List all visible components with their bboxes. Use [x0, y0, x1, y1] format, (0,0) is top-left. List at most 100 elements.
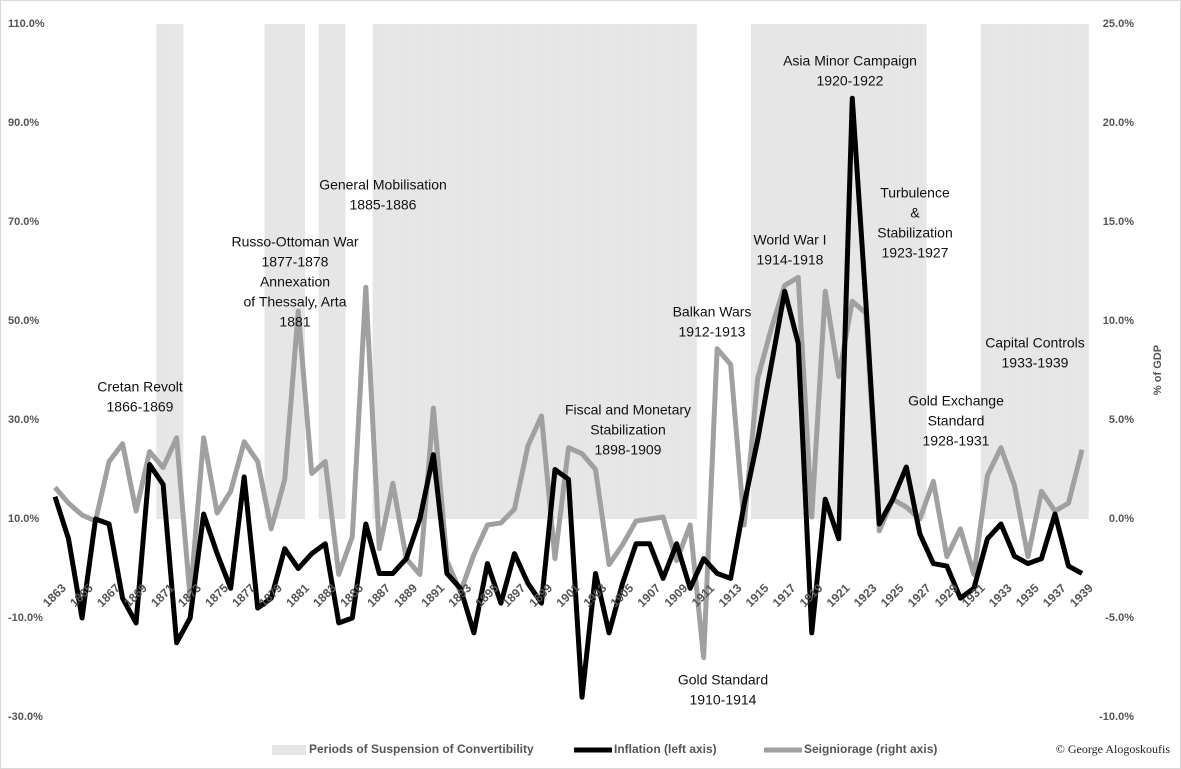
- y-tick-label: 30.0%: [8, 414, 39, 426]
- x-tick-label: 1927: [905, 581, 934, 610]
- annotation: 1923-1927: [882, 245, 949, 261]
- x-tick-label: 1937: [1040, 581, 1069, 610]
- suspension-bar: [886, 24, 900, 519]
- annotation: Russo-Ottoman War: [231, 234, 358, 250]
- x-tick-label: 1891: [418, 581, 447, 610]
- x-tick-label: 1907: [635, 581, 664, 610]
- annotation: 1933-1939: [1002, 355, 1069, 371]
- suspension-bar: [913, 24, 927, 519]
- y-tick-label: 50.0%: [8, 315, 39, 327]
- suspension-bar: [440, 24, 454, 519]
- y-tick-label: 70.0%: [8, 216, 39, 228]
- suspension-bar: [453, 24, 468, 519]
- suspension-bar: [764, 24, 778, 519]
- annotation: 1910-1914: [690, 692, 757, 708]
- annotation: 1914-1918: [757, 252, 824, 268]
- x-tick-label: 1917: [770, 581, 799, 610]
- suspension-bar: [602, 24, 616, 519]
- suspension-bar: [1021, 24, 1035, 519]
- suspension-bar: [494, 24, 508, 519]
- suspension-bar: [561, 24, 576, 519]
- annotation: 1885-1886: [350, 197, 417, 213]
- annotation: General Mobilisation: [319, 177, 447, 193]
- suspension-bar: [899, 24, 914, 519]
- suspension-bar: [399, 24, 414, 519]
- x-tick-label: 1881: [283, 581, 312, 610]
- suspension-bar: [332, 24, 346, 519]
- suspension-bar: [521, 24, 535, 519]
- suspension-bar: [426, 24, 441, 519]
- y-tick-label: -10.0%: [8, 612, 43, 624]
- suspension-bar: [1034, 24, 1049, 519]
- suspension-bar: [980, 24, 995, 519]
- annotation: Asia Minor Campaign: [783, 53, 917, 69]
- y2-tick-label: 25.0%: [1103, 18, 1134, 30]
- y2-tick-label: 20.0%: [1103, 117, 1134, 129]
- suspension-bar: [804, 24, 819, 519]
- suspension-bar: [683, 24, 697, 519]
- annotation: Balkan Wars: [673, 304, 752, 320]
- legend-label: Seigniorage (right axis): [804, 742, 937, 756]
- suspension-bar: [480, 24, 495, 519]
- annotation: 1866-1869: [107, 399, 174, 415]
- x-tick-label: 1931: [959, 581, 988, 610]
- suspension-bar: [534, 24, 549, 519]
- annotation: Cretan Revolt: [97, 379, 183, 395]
- suspension-bar: [1061, 24, 1076, 519]
- suspension-bar: [318, 24, 333, 519]
- suspension-bar: [656, 24, 670, 519]
- x-tick-label: 1879: [256, 581, 285, 610]
- suspension-bar: [372, 24, 387, 519]
- y2-axis-label: % of GDP: [1152, 345, 1164, 395]
- annotation: Gold Exchange: [908, 393, 1004, 409]
- annotation: 1898-1909: [595, 442, 662, 458]
- suspension-bar: [1007, 24, 1022, 519]
- y2-tick-label: 5.0%: [1109, 414, 1134, 426]
- suspension-bar: [872, 24, 887, 519]
- suspension-bar: [386, 24, 400, 519]
- y2-tick-label: -10.0%: [1099, 711, 1134, 723]
- annotation: Stabilization: [590, 422, 666, 438]
- suspension-bar: [277, 24, 292, 519]
- suspension-bar: [629, 24, 643, 519]
- x-tick-label: 1863: [40, 581, 69, 610]
- note: © George Alogoskoufis: [1056, 742, 1171, 756]
- series-line: [52, 95, 1084, 700]
- annotation: Gold Standard: [678, 672, 768, 688]
- annotation: 1877-1878: [262, 254, 329, 270]
- y-tick-label: -30.0%: [8, 711, 43, 723]
- y-tick-label: 10.0%: [8, 513, 39, 525]
- suspension-bar: [156, 24, 170, 519]
- y-tick-label: 110.0%: [8, 18, 45, 30]
- annotation: Turbulence: [880, 185, 950, 201]
- y2-tick-label: 0.0%: [1109, 513, 1134, 525]
- x-tick-label: 1915: [743, 581, 772, 610]
- annotation: 1912-1913: [679, 324, 746, 340]
- x-tick-label: 1905: [608, 581, 637, 610]
- suspension-bar: [669, 24, 684, 519]
- suspension-bar: [1048, 24, 1062, 519]
- suspension-bar: [291, 24, 305, 519]
- y2-tick-label: -5.0%: [1105, 612, 1134, 624]
- series-line: [53, 274, 1085, 661]
- annotation: Capital Controls: [985, 335, 1085, 351]
- x-tick-label: 1893: [445, 581, 474, 610]
- annotation: Annexation: [260, 274, 330, 290]
- x-tick-label: 1923: [851, 581, 880, 610]
- annotation: 1881: [279, 314, 310, 330]
- suspension-bar: [994, 24, 1008, 519]
- suspension-bar: [467, 24, 481, 519]
- y-tick-label: 90.0%: [8, 117, 39, 129]
- suspension-bar: [264, 24, 278, 519]
- suspension-bar: [169, 24, 184, 519]
- x-tick-label: 1939: [1067, 581, 1096, 610]
- suspension-bar: [548, 24, 562, 519]
- x-tick-label: 1921: [824, 581, 853, 610]
- annotation: of Thessaly, Arta: [244, 294, 347, 310]
- annotation: Fiscal and Monetary: [565, 402, 691, 418]
- legend-swatch: [272, 745, 306, 755]
- annotation: World War I: [753, 232, 826, 248]
- suspension-bar: [642, 24, 657, 519]
- suspension-bar: [507, 24, 522, 519]
